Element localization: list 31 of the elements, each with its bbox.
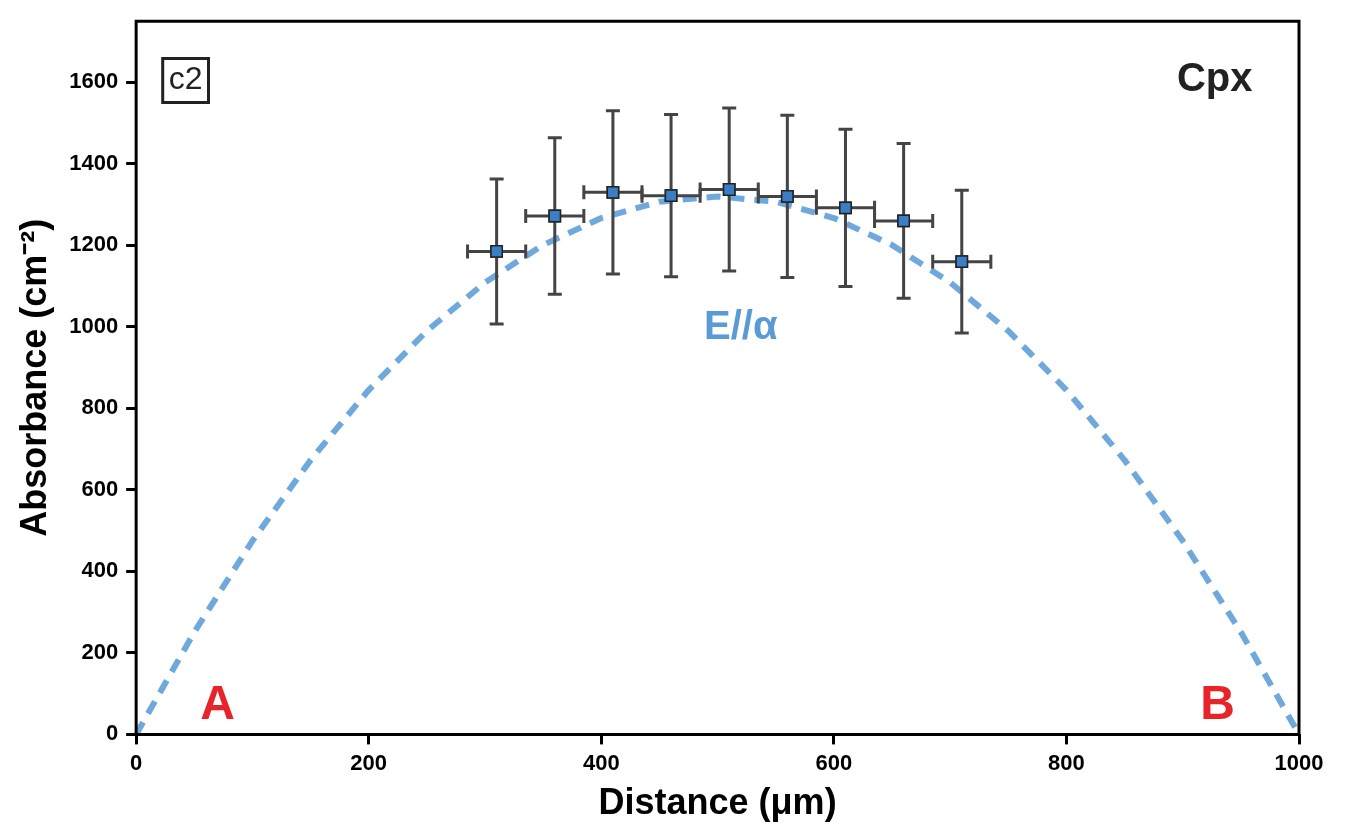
point: [897, 214, 911, 228]
annotation: Cpx: [1176, 55, 1253, 100]
x-tick-label: 600: [815, 749, 853, 775]
point: [780, 190, 794, 203]
y-tick-label: 1600: [69, 68, 119, 94]
y-tick-label: 200: [81, 638, 119, 664]
annotation: E//α: [704, 302, 778, 347]
annotation: B: [1200, 676, 1235, 730]
x-tick-label: 800: [1048, 749, 1085, 775]
point: [722, 183, 736, 196]
point: [548, 209, 562, 223]
point: [606, 185, 620, 199]
y-tick-label: 600: [81, 475, 119, 501]
y-tick-label: 1200: [69, 231, 119, 257]
x-tick-label: 1000: [1274, 749, 1324, 775]
point: [839, 201, 852, 215]
y-tick-label: 400: [81, 557, 119, 583]
x-tick-label: 0: [130, 749, 143, 775]
y-axis-title: Absorbance (cm⁻²): [12, 218, 54, 537]
x-axis-title: Distance (μm): [598, 781, 837, 823]
y-tick-label: 1000: [69, 312, 119, 338]
annotation: c2: [168, 60, 203, 97]
annotation: A: [200, 676, 235, 730]
x-tick-label: 400: [582, 749, 620, 775]
y-tick-label: 0: [105, 720, 119, 746]
y-tick-label: 1400: [69, 149, 119, 175]
y-tick-label: 800: [81, 394, 119, 420]
point: [664, 189, 678, 203]
x-tick-label: 200: [350, 749, 388, 775]
point: [490, 245, 504, 258]
point: [955, 255, 969, 269]
